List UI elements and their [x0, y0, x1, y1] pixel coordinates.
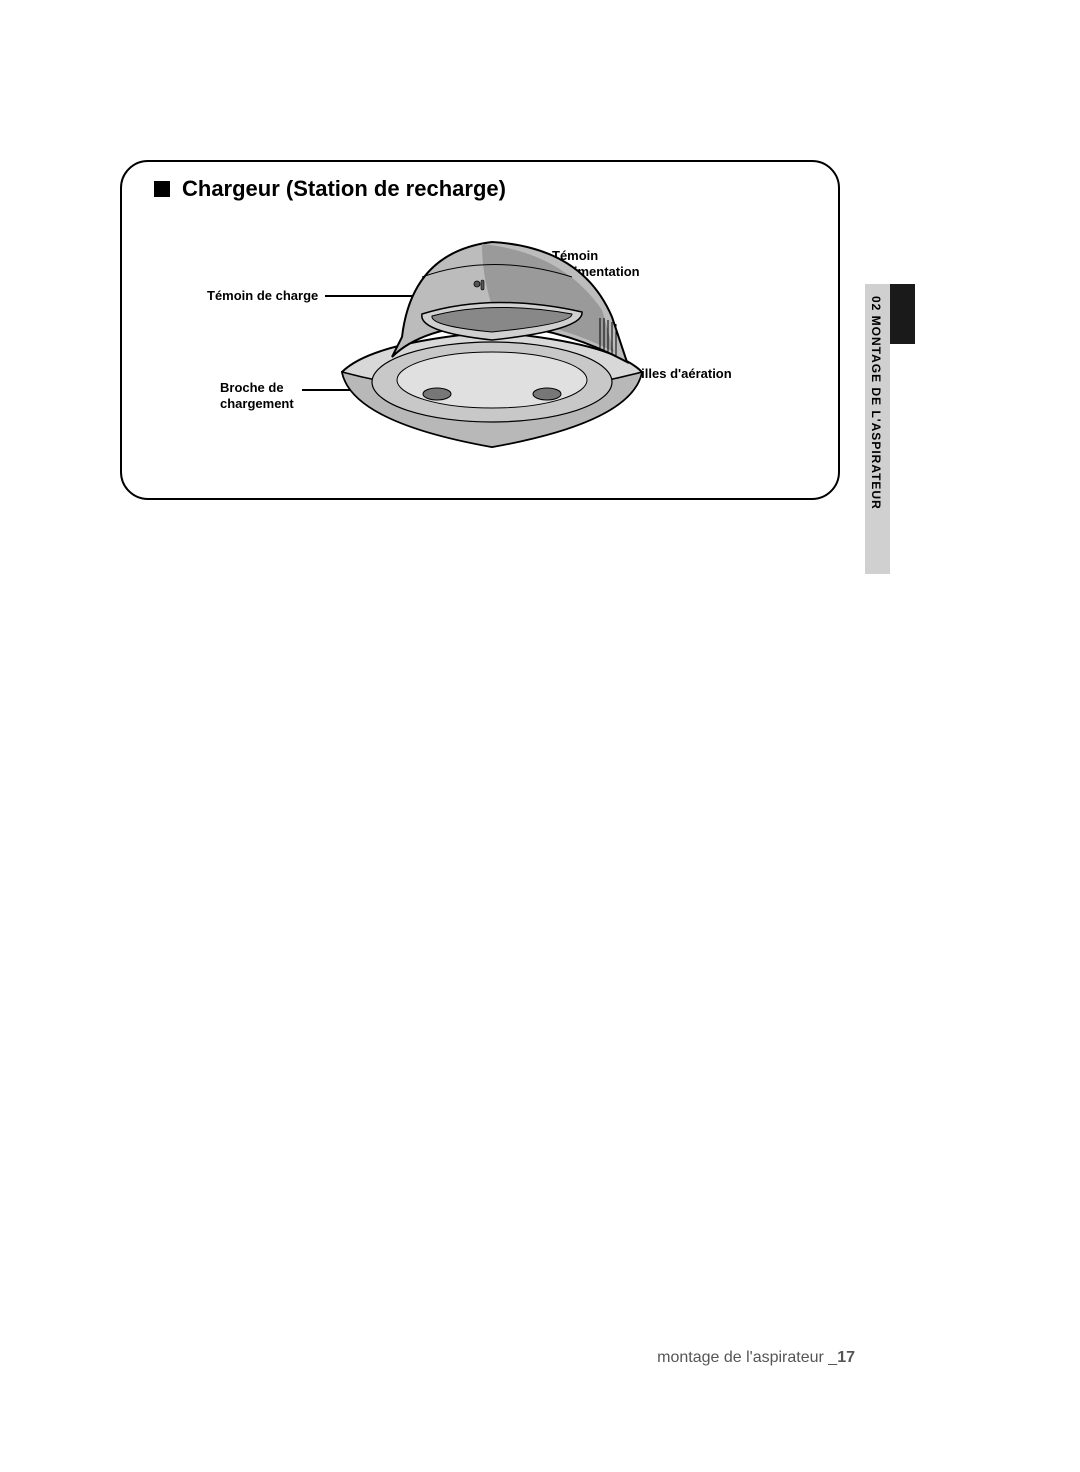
- label-charge-indicator: Témoin de charge: [207, 288, 318, 304]
- panel-title: Chargeur (Station de recharge): [182, 176, 506, 202]
- charger-diagram: [332, 222, 652, 462]
- section-tab: 02 MONTAGE DE L'ASPIRATEUR: [865, 284, 915, 574]
- square-bullet-icon: [154, 181, 170, 197]
- footer-text: montage de l'aspirateur _: [657, 1349, 837, 1366]
- page-footer: montage de l'aspirateur _17: [657, 1349, 855, 1367]
- label-charging-pin-l1: Broche de: [220, 380, 284, 395]
- page: Chargeur (Station de recharge) Témoin de…: [0, 0, 1080, 1472]
- footer-page-number: 17: [837, 1349, 855, 1366]
- panel-title-row: Chargeur (Station de recharge): [154, 176, 506, 202]
- section-tab-text: 02 MONTAGE DE L'ASPIRATEUR: [869, 296, 883, 510]
- section-tab-black: [890, 284, 915, 344]
- label-charging-pin-l2: chargement: [220, 396, 294, 411]
- diagram-panel: Chargeur (Station de recharge) Témoin de…: [120, 160, 840, 500]
- label-charging-pin: Broche de chargement: [220, 380, 294, 413]
- charger-svg: [332, 222, 652, 462]
